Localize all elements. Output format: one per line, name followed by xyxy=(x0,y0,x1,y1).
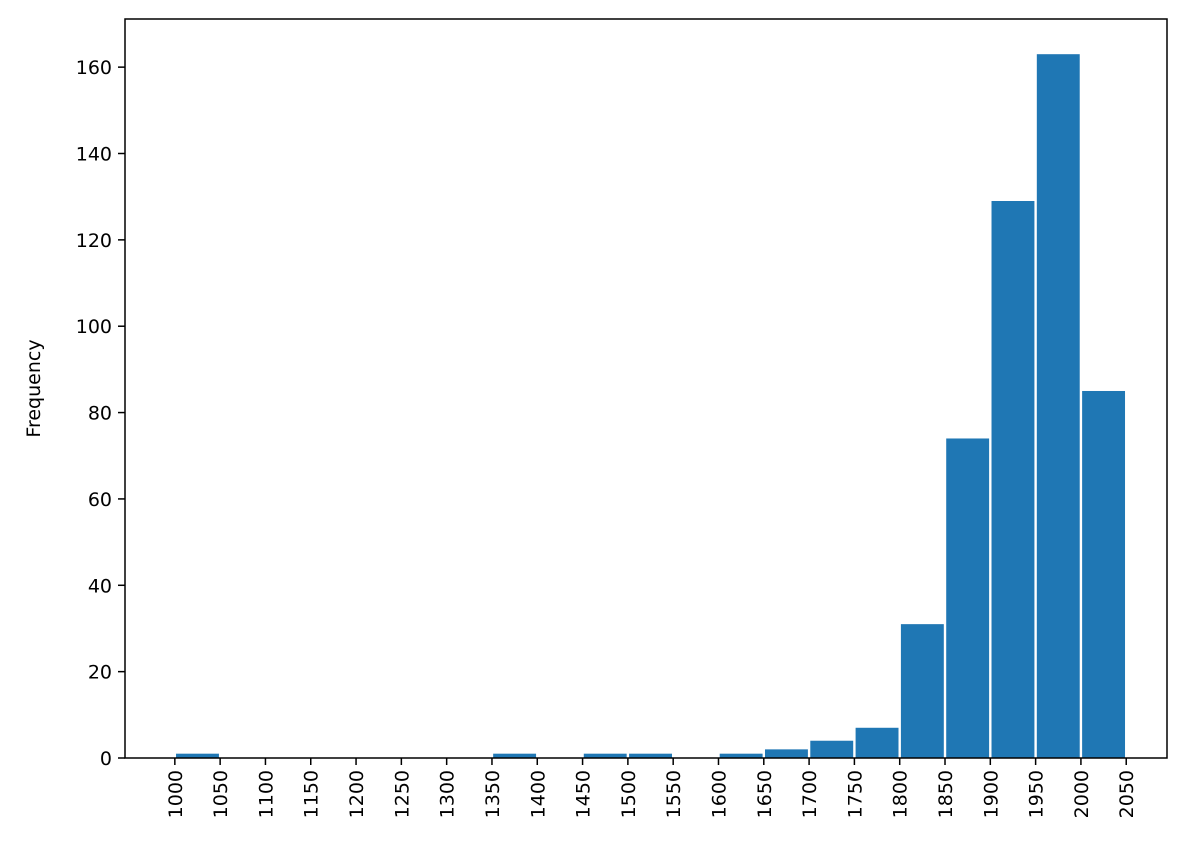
bars-group xyxy=(176,54,1126,758)
x-tick-label: 1500 xyxy=(618,770,640,818)
y-axis: 0 20 40 60 80 100 120 140 160 xyxy=(76,57,125,770)
histogram-bar xyxy=(764,749,808,758)
y-tick-label: 120 xyxy=(76,230,112,252)
x-tick-label: 1250 xyxy=(391,770,413,818)
x-axis: 1000 1050 1100 1150 1200 1250 1300 1350 1400 1450… xyxy=(165,758,1138,818)
histogram-bar xyxy=(583,753,627,758)
x-tick-label: 1400 xyxy=(527,770,549,818)
x-tick-label: 1550 xyxy=(663,770,685,818)
x-tick-label: 1900 xyxy=(980,770,1002,818)
y-tick-label: 140 xyxy=(76,144,112,166)
histogram-bar xyxy=(493,753,537,758)
x-tick-label: 1350 xyxy=(482,770,504,818)
x-tick-label: 1200 xyxy=(346,770,368,818)
x-tick-label: 1150 xyxy=(301,770,323,818)
x-tick-label: 2000 xyxy=(1071,770,1093,818)
x-tick-label: 1100 xyxy=(255,770,277,818)
y-tick-label: 80 xyxy=(88,403,112,425)
x-tick-label: 2050 xyxy=(1116,770,1138,818)
y-tick-label: 40 xyxy=(88,575,112,597)
x-tick-label: 1700 xyxy=(799,770,821,818)
x-tick-label: 1000 xyxy=(165,770,187,818)
y-tick-label: 100 xyxy=(76,316,112,338)
histogram-bar xyxy=(719,753,763,758)
histogram-bar xyxy=(991,200,1035,758)
x-tick-label: 1650 xyxy=(754,770,776,818)
histogram-bar xyxy=(629,753,672,758)
histogram-bar xyxy=(900,624,944,758)
x-tick-label: 1300 xyxy=(437,770,459,818)
x-tick-label: 1050 xyxy=(210,770,232,818)
y-tick-label: 20 xyxy=(88,662,112,684)
x-tick-label: 1800 xyxy=(890,770,912,818)
histogram-bar xyxy=(855,727,899,758)
histogram-bar xyxy=(946,438,990,758)
x-tick-label: 1850 xyxy=(935,770,957,818)
plot-frame xyxy=(124,18,1168,759)
y-tick-label: 60 xyxy=(88,489,112,511)
x-tick-label: 1600 xyxy=(708,770,730,818)
x-tick-label: 1950 xyxy=(1026,770,1048,818)
histogram-bar xyxy=(1036,54,1080,758)
x-tick-label: 1750 xyxy=(844,770,866,818)
histogram-bar xyxy=(1082,390,1126,758)
y-tick-label: 0 xyxy=(100,748,112,770)
y-axis-title: Frequency xyxy=(23,339,45,437)
histogram-bar xyxy=(176,753,219,758)
x-tick-label: 1450 xyxy=(573,770,595,818)
y-tick-label: 160 xyxy=(76,57,112,79)
histogram-bar xyxy=(810,740,854,758)
